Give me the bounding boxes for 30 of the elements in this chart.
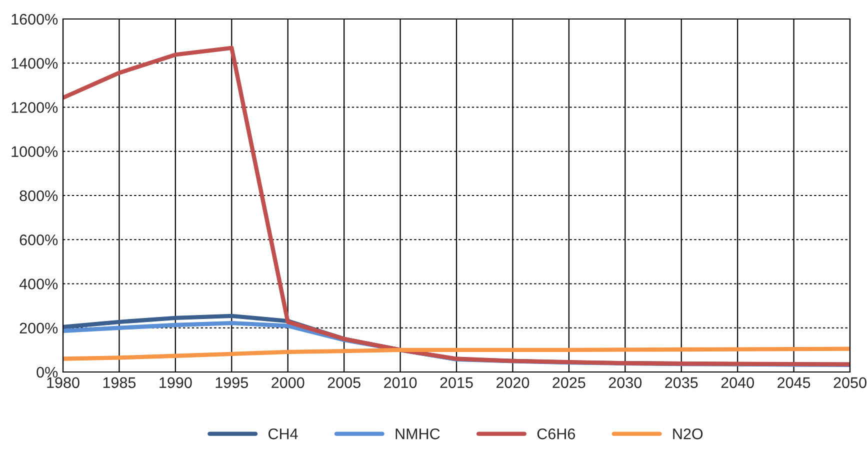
legend-label: NMHC [396, 428, 440, 440]
y-tick-label: 1200% [12, 102, 58, 113]
x-tick-label: 2005 [328, 377, 360, 388]
line-series [63, 46, 850, 366]
y-tick-label: 400% [19, 278, 58, 290]
x-tick-label: 2015 [440, 377, 473, 388]
x-tick-label: 2030 [608, 377, 642, 388]
x-tick-label: 2020 [496, 377, 530, 388]
x-tick-label: 1995 [216, 377, 248, 388]
y-tick-label: 1400% [12, 58, 58, 69]
x-tick-label: 1985 [103, 377, 136, 388]
x-tick-label: 1990 [160, 377, 192, 388]
x-tick-label: 2045 [778, 377, 810, 388]
y-tick-label: 200% [20, 322, 58, 334]
x-tick-label: 2040 [721, 377, 754, 388]
y-tick-label: 1600% [12, 14, 58, 25]
y-tick-label: 600% [20, 234, 58, 246]
y-tick-label: 0% [36, 366, 58, 378]
x-tick-label: 2010 [384, 377, 417, 388]
x-tick-label: 2050 [834, 377, 866, 388]
y-tick-label: 800% [20, 190, 58, 202]
x-tick-label: 2025 [552, 377, 586, 388]
legend-label: C6H6 [537, 428, 575, 440]
line-series [63, 346, 850, 361]
legend-label: N2O [673, 428, 703, 440]
y-tick-label: 1000% [12, 146, 58, 158]
x-tick-label: 2000 [272, 377, 304, 388]
x-tick-label: 2035 [665, 377, 698, 388]
x-tick-label: 1980 [47, 377, 80, 388]
legend-label: CH4 [268, 428, 298, 440]
